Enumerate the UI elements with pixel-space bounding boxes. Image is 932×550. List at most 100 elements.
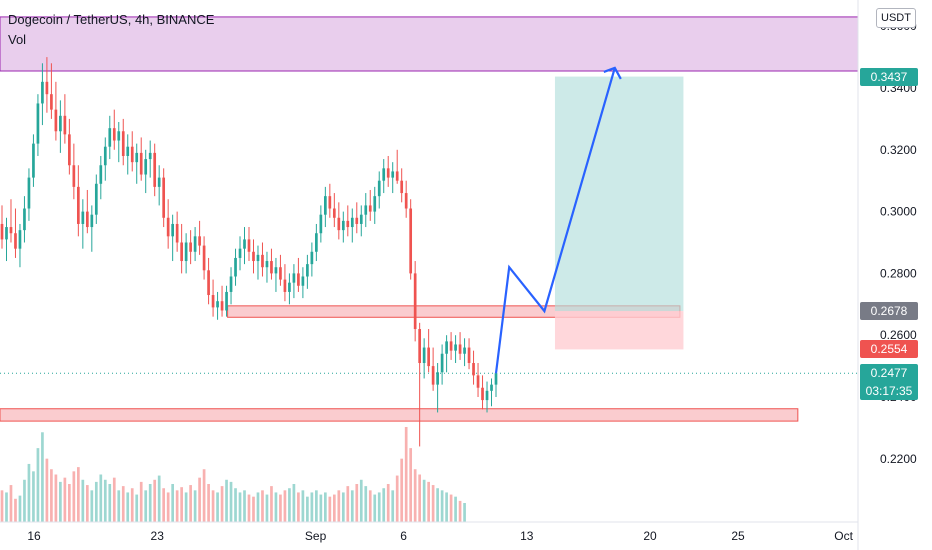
candle-body [449,341,453,351]
candle-body [36,103,40,144]
volume-bar [5,492,8,522]
stop-area [554,311,684,350]
target-area [554,76,684,312]
volume-bar [337,490,341,522]
volume-bar [198,477,201,522]
candle-body [476,375,480,388]
candles [0,57,498,447]
long-position-tool[interactable] [554,76,684,350]
volume-bar [171,484,175,522]
volume-bar [454,496,457,522]
candle-body [337,217,341,231]
projection-path[interactable] [494,66,622,374]
candle-body [440,353,444,373]
volume-bar [18,495,22,522]
candle-body [463,347,466,354]
candle-body [90,214,94,228]
legend: Dogecoin / TetherUS, 4h, BINANCE Vol [8,10,214,50]
candle-body [139,152,143,175]
candle-body [63,115,67,135]
volume-bar [243,490,246,522]
candle-body [315,233,318,252]
candle-body [292,273,296,283]
candle-body [229,276,233,292]
volume-bar [234,488,237,522]
candle-body [297,273,300,286]
candle-body [458,344,462,354]
candle-body [18,230,22,249]
volume-bar [449,494,453,522]
volume-bar [261,490,264,522]
candle-body [166,217,170,237]
volume-bar [180,487,183,522]
volume-bar [315,490,318,522]
volume-bar [153,479,157,522]
volume-bar [301,490,305,522]
projection-line [494,67,616,374]
candle-body [409,208,413,274]
candle-body [332,208,336,218]
volume-bar [341,492,345,522]
candle-body [431,366,435,385]
volume-bar [382,488,386,522]
candle-body [377,180,381,197]
low-support-zone [0,408,799,422]
candle-body [454,344,457,351]
y-tick-label: 0.3200 [880,143,917,157]
volume-bar [90,490,94,522]
volume-bar [445,492,448,522]
volume-bar [121,486,125,522]
volume-bar [63,477,67,522]
volume-bar [319,494,323,522]
candle-body [45,81,49,95]
volume-bar [27,463,31,522]
volume-bar [306,496,309,522]
candle-body [341,220,345,231]
candle-body [108,128,112,147]
price-tag-stop-value: 0.2554 [870,342,908,357]
candle-body [310,251,314,265]
volume-bar [184,492,188,522]
volume-bar [126,492,130,522]
volume-bar [85,485,89,522]
volume-bar [54,474,58,522]
volume-bar [23,479,26,522]
currency-button[interactable]: USDT [876,8,916,28]
volume-bar [310,492,314,522]
candle-body [202,245,206,271]
volume-bar [427,481,430,522]
volume-bar [50,469,53,522]
volume-bar [189,485,192,522]
volume-bar [216,492,219,522]
candle-body [301,276,305,286]
volume-bar [45,458,49,522]
candle-body [180,242,183,262]
volume-bar [355,484,359,522]
candle-body [422,347,426,364]
candle-body [81,211,85,224]
volume-bar [9,485,13,522]
volume-bar [139,481,143,522]
volume-bar [350,490,354,522]
candle-body [274,267,278,274]
volume-bar [395,475,399,522]
candle-body [216,301,219,308]
volume-bar [225,479,228,522]
candle-body [494,373,498,385]
candle-body [261,254,264,268]
candle-body [41,81,44,104]
candle-body [256,254,260,262]
volume-indicator-label[interactable]: Vol [8,32,27,47]
volume-bar [175,490,179,522]
candle-body [14,233,17,249]
volume-bar [436,488,439,522]
candle-body [126,146,130,156]
volume-bar [359,479,363,522]
candle-body [346,220,350,228]
candle-body [395,171,399,181]
volume-bars [0,427,466,522]
candle-body [279,267,282,280]
candle-body [153,152,157,187]
